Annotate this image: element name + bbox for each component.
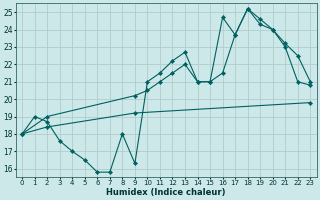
X-axis label: Humidex (Indice chaleur): Humidex (Indice chaleur) (107, 188, 226, 197)
